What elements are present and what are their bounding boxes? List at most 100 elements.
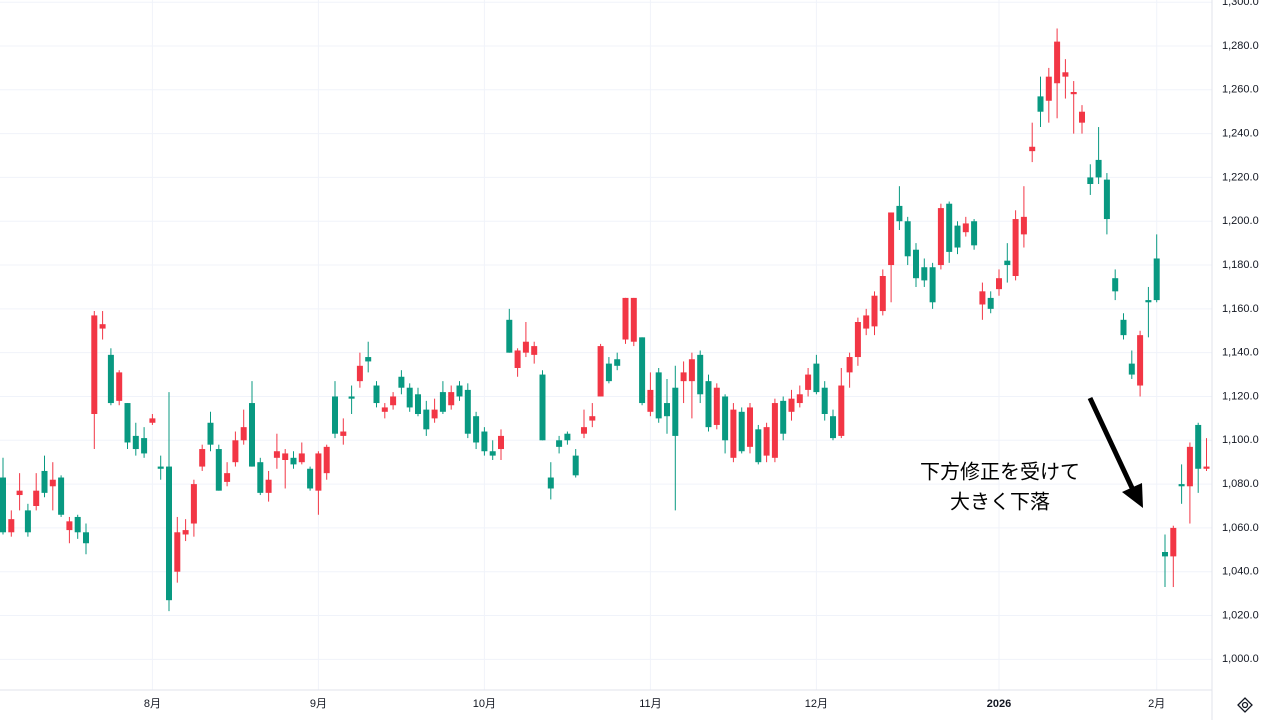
- candle-body: [0, 477, 6, 533]
- candle-body: [854, 322, 861, 358]
- candle-body: [74, 516, 81, 533]
- candle-body: [1195, 424, 1202, 469]
- y-tick-label: 1,040.0: [1222, 566, 1259, 578]
- candle-body: [1186, 446, 1193, 487]
- candle-body: [323, 446, 330, 474]
- candle-body: [506, 319, 513, 353]
- candle-body: [647, 389, 654, 412]
- candle-body: [755, 429, 762, 463]
- candle-body: [1203, 466, 1210, 469]
- candle-body: [713, 387, 720, 425]
- candle-body: [431, 409, 438, 419]
- x-tick-label: 11月: [639, 698, 661, 710]
- candle-body: [1120, 319, 1127, 336]
- arrow-head: [1122, 483, 1143, 508]
- candle-body: [182, 530, 189, 535]
- annotation: 下方修正を受けて: [920, 460, 1080, 483]
- candle-body: [273, 451, 280, 458]
- candle-body: [307, 468, 314, 489]
- candle-body: [846, 357, 853, 373]
- candle-body: [1004, 260, 1011, 266]
- candle-body: [614, 359, 621, 366]
- candle-body: [190, 484, 197, 524]
- candle-body: [630, 297, 637, 342]
- y-tick-label: 1,060.0: [1222, 522, 1259, 534]
- candle-body: [605, 363, 612, 382]
- y-tick-label: 1,260.0: [1222, 84, 1259, 96]
- candle-body: [556, 440, 563, 447]
- y-tick-label: 1,240.0: [1222, 128, 1259, 140]
- candle-body: [381, 407, 388, 412]
- candle-body: [879, 276, 886, 312]
- candle-body: [979, 291, 986, 305]
- candle-body: [340, 431, 347, 436]
- candle-body: [581, 427, 587, 434]
- candle-body: [514, 350, 521, 368]
- candle-body: [373, 385, 380, 404]
- candle-body: [257, 462, 264, 493]
- y-tick-label: 1,180.0: [1222, 259, 1259, 271]
- y-tick-label: 1,080.0: [1222, 478, 1259, 490]
- candle-body: [124, 403, 131, 443]
- x-tick-label: 12月: [805, 698, 828, 710]
- candle-body: [33, 490, 40, 506]
- candle-body: [423, 409, 430, 430]
- candle-body: [456, 385, 463, 397]
- y-tick-label: 1,000.0: [1222, 653, 1259, 665]
- candle-body: [298, 453, 305, 463]
- candle-body: [99, 324, 106, 329]
- candle-body: [1054, 41, 1061, 84]
- candle-body: [813, 363, 820, 393]
- candle-body: [788, 398, 795, 412]
- x-tick-label: 10月: [473, 698, 496, 710]
- candle-body: [672, 387, 679, 436]
- candle-body: [564, 433, 571, 441]
- candle-body: [747, 407, 753, 447]
- candle-body: [365, 357, 372, 362]
- candle-body: [406, 387, 413, 408]
- y-tick-label: 1,220.0: [1222, 171, 1259, 183]
- grid: [0, 0, 1212, 690]
- candle-body: [763, 427, 770, 456]
- candle-body: [1178, 484, 1185, 487]
- candle-body: [1020, 216, 1027, 235]
- candle-body: [996, 278, 1002, 290]
- candle-body: [1037, 96, 1044, 112]
- candle-body: [1162, 552, 1168, 557]
- candle-body: [83, 532, 89, 544]
- candle-body: [1062, 72, 1069, 77]
- candle-body: [697, 354, 704, 395]
- candle-body: [141, 438, 148, 454]
- candle-body: [1045, 76, 1052, 101]
- candle-body: [489, 451, 496, 456]
- candle-body: [439, 392, 446, 412]
- candle-body: [946, 203, 953, 252]
- candle-body: [830, 416, 836, 439]
- candle-body: [240, 427, 247, 441]
- candle-body: [166, 466, 172, 601]
- candle-body: [937, 208, 944, 266]
- candle-body: [282, 453, 289, 460]
- candle-body: [863, 315, 870, 329]
- y-tick-label: 1,200.0: [1222, 215, 1259, 227]
- settings-icon[interactable]: [1237, 697, 1253, 713]
- candle-body: [896, 205, 903, 222]
- candle-body: [771, 403, 778, 458]
- candle-body: [232, 440, 239, 463]
- candle-body: [224, 473, 231, 482]
- candle-body: [821, 387, 828, 414]
- candle-body: [8, 519, 15, 533]
- candle-body: [1070, 92, 1077, 95]
- candle-body: [622, 297, 629, 340]
- candle-body: [49, 479, 56, 487]
- candle-body: [157, 466, 164, 469]
- candle-body: [1095, 159, 1102, 178]
- candle-body: [481, 431, 488, 452]
- candle-body: [1087, 177, 1094, 184]
- candle-body: [921, 267, 928, 281]
- candle-body: [539, 374, 546, 441]
- candle-body: [722, 396, 729, 441]
- annotation: 大きく下落: [950, 490, 1050, 513]
- y-tick-label: 1,120.0: [1222, 390, 1259, 402]
- candle-body: [207, 422, 214, 445]
